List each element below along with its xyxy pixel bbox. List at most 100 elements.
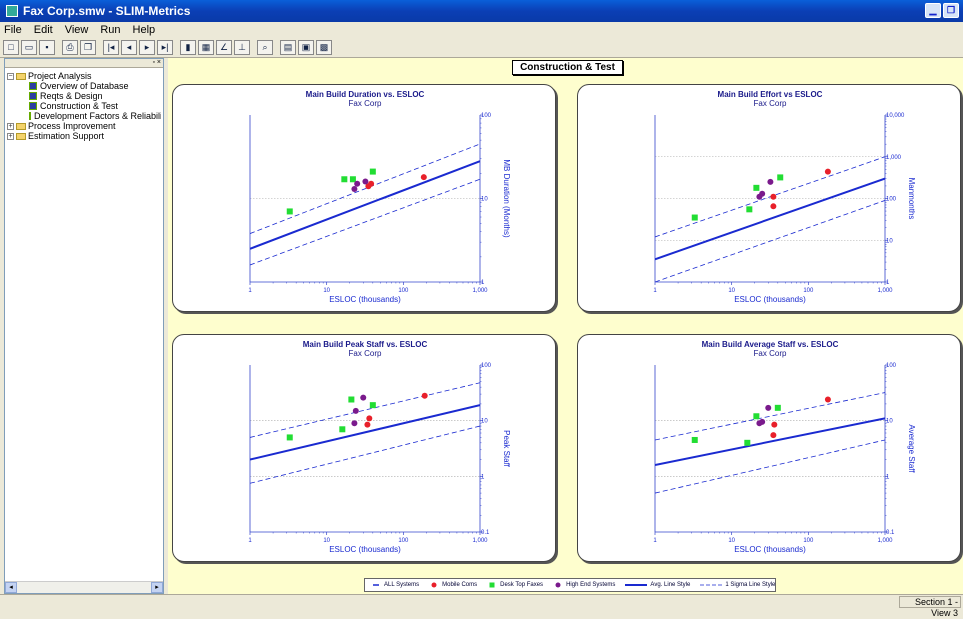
scroll-left-icon[interactable]: ◂ <box>5 582 17 593</box>
pane-close-icon[interactable]: × <box>156 59 161 66</box>
section-title: Construction & Test <box>512 60 623 75</box>
menu-edit[interactable]: Edit <box>33 24 53 36</box>
data-point-mobile-coms <box>420 174 427 181</box>
last-record-icon[interactable]: ▸| <box>157 40 173 55</box>
legend-item: ALL Systems <box>371 582 419 588</box>
x-tick-label: 1,000 <box>877 288 893 294</box>
data-point-desk-top-faxes <box>777 174 784 181</box>
chart-view: Construction & Test Main Build Duration … <box>168 58 963 594</box>
print-icon[interactable]: ⎙ <box>62 40 78 55</box>
chart-panel-effort: Main Build Effort vs ESLOC Fax Corp 1 10 100… <box>577 84 961 312</box>
chart-subtitle: Fax Corp <box>754 349 787 358</box>
tree-item[interactable]: Development Factors & Reliabilit <box>7 111 161 121</box>
legend-label: Desk Top Faxes <box>500 582 544 588</box>
y-tick-label: 100 <box>481 363 492 369</box>
data-point-desk-top-faxes <box>691 436 698 443</box>
data-point-high-end-systems <box>759 190 766 197</box>
y-axis-label: MB Duration (Months) <box>502 159 511 238</box>
data-point-mobile-coms <box>421 392 428 399</box>
new-icon[interactable]: □ <box>3 40 19 55</box>
chart-title: Main Build Peak Staff vs. ESLOC <box>303 340 428 349</box>
data-point-desk-top-faxes <box>753 184 760 191</box>
x-tick-label: 100 <box>398 288 409 294</box>
tree-item[interactable]: Construction & Test <box>7 101 161 111</box>
data-point-high-end-systems <box>362 178 369 185</box>
zoom-icon[interactable]: ⌕ <box>257 40 273 55</box>
title-bar: Fax Corp.smw - SLIM-Metrics ▁ ❐ <box>0 0 963 22</box>
pane-restore-icon[interactable]: ▫ <box>152 59 155 66</box>
tree-item[interactable]: Overview of Database <box>7 81 161 91</box>
y-axis-label: Average Staff <box>907 424 916 473</box>
tree-item-label: Process Improvement <box>28 121 116 131</box>
data-point-desk-top-faxes <box>746 206 753 213</box>
data-point-high-end-systems <box>351 420 358 427</box>
status-bar: Section 1 - View 3 <box>0 594 963 618</box>
next-record-icon[interactable]: ▸ <box>139 40 155 55</box>
upper-sigma-line <box>250 382 480 438</box>
expand-icon[interactable]: + <box>7 132 14 140</box>
chart-title: Main Build Effort vs ESLOC <box>718 90 823 99</box>
tree-item-label: Development Factors & Reliabilit <box>34 111 161 121</box>
restore-button[interactable]: ❐ <box>943 3 959 18</box>
minimize-button[interactable]: ▁ <box>925 3 941 18</box>
lower-sigma-line <box>250 178 480 266</box>
y-tick-label: 100 <box>886 363 897 369</box>
options-icon[interactable]: ▩ <box>316 40 332 55</box>
bar-chart-icon[interactable]: ▮ <box>180 40 196 55</box>
copy-icon[interactable]: ❐ <box>80 40 96 55</box>
x-tick-label: 1,000 <box>877 538 893 544</box>
pane-header: ▫ × <box>5 59 163 68</box>
chart-subtitle: Fax Corp <box>349 349 382 358</box>
scroll-right-icon[interactable]: ▸ <box>151 582 163 593</box>
data-point-desk-top-faxes <box>341 176 348 183</box>
chart-subtitle: Fax Corp <box>349 99 382 108</box>
data-point-mobile-coms <box>364 421 371 428</box>
x-tick-label: 1 <box>653 538 657 544</box>
lower-sigma-line <box>655 439 885 494</box>
data-point-high-end-systems <box>767 178 774 185</box>
chart-title: Main Build Average Staff vs. ESLOC <box>702 340 839 349</box>
menu-run[interactable]: Run <box>100 24 121 36</box>
menu-help[interactable]: Help <box>132 24 156 36</box>
data-point-mobile-coms <box>770 203 777 210</box>
grid-icon[interactable]: ▦ <box>198 40 214 55</box>
toolbar: □ ▭ ▪ ⎙ ❐ |◂ ◂ ▸ ▸| ▮ ▦ ∠ ⊥ ⌕ ▤ ▣ ▩ <box>0 38 963 58</box>
chart-panel-duration: Main Build Duration vs. ESLOC Fax Corp 1 10… <box>172 84 556 312</box>
prev-record-icon[interactable]: ◂ <box>121 40 137 55</box>
data-point-mobile-coms <box>366 415 373 422</box>
legend-label: ALL Systems <box>384 582 420 588</box>
report-icon[interactable]: ▤ <box>280 40 296 55</box>
x-tick-label: 100 <box>803 288 814 294</box>
tree-item[interactable]: − Project Analysis <box>7 71 161 81</box>
legend-label: 1 Sigma Line Style <box>725 582 776 588</box>
collapse-icon[interactable]: − <box>7 72 14 80</box>
expand-icon[interactable]: + <box>7 122 14 130</box>
app-icon <box>6 5 18 17</box>
open-icon[interactable]: ▭ <box>21 40 37 55</box>
tree-item[interactable]: Reqts & Design <box>7 91 161 101</box>
legend-item: Desk Top Faxes <box>487 582 543 588</box>
export-icon[interactable]: ▣ <box>298 40 314 55</box>
compare-icon[interactable]: ⊥ <box>234 40 250 55</box>
menu-view[interactable]: View <box>64 24 89 36</box>
y-tick-label: 10 <box>481 197 488 203</box>
legend-swatch <box>555 582 561 588</box>
horizontal-scrollbar[interactable]: ◂ ▸ <box>5 581 163 593</box>
menu-file[interactable]: File <box>4 24 22 36</box>
data-point-high-end-systems <box>352 407 359 414</box>
x-tick-label: 1 <box>653 288 657 294</box>
save-icon[interactable]: ▪ <box>39 40 55 55</box>
legend-swatch <box>700 584 723 586</box>
data-point-desk-top-faxes <box>691 214 698 221</box>
line-chart-icon[interactable]: ∠ <box>216 40 232 55</box>
tree-item[interactable]: + Process Improvement <box>7 121 161 131</box>
legend-label: Avg. Line Style <box>650 582 691 588</box>
y-tick-label: 1 <box>886 280 890 286</box>
y-tick-label: 1 <box>481 474 485 480</box>
view-icon <box>29 102 37 110</box>
x-tick-label: 10 <box>323 288 330 294</box>
first-record-icon[interactable]: |◂ <box>103 40 119 55</box>
tree-item-label: Overview of Database <box>40 81 129 91</box>
tree-item[interactable]: + Estimation Support <box>7 131 161 141</box>
data-point-mobile-coms <box>824 396 831 403</box>
